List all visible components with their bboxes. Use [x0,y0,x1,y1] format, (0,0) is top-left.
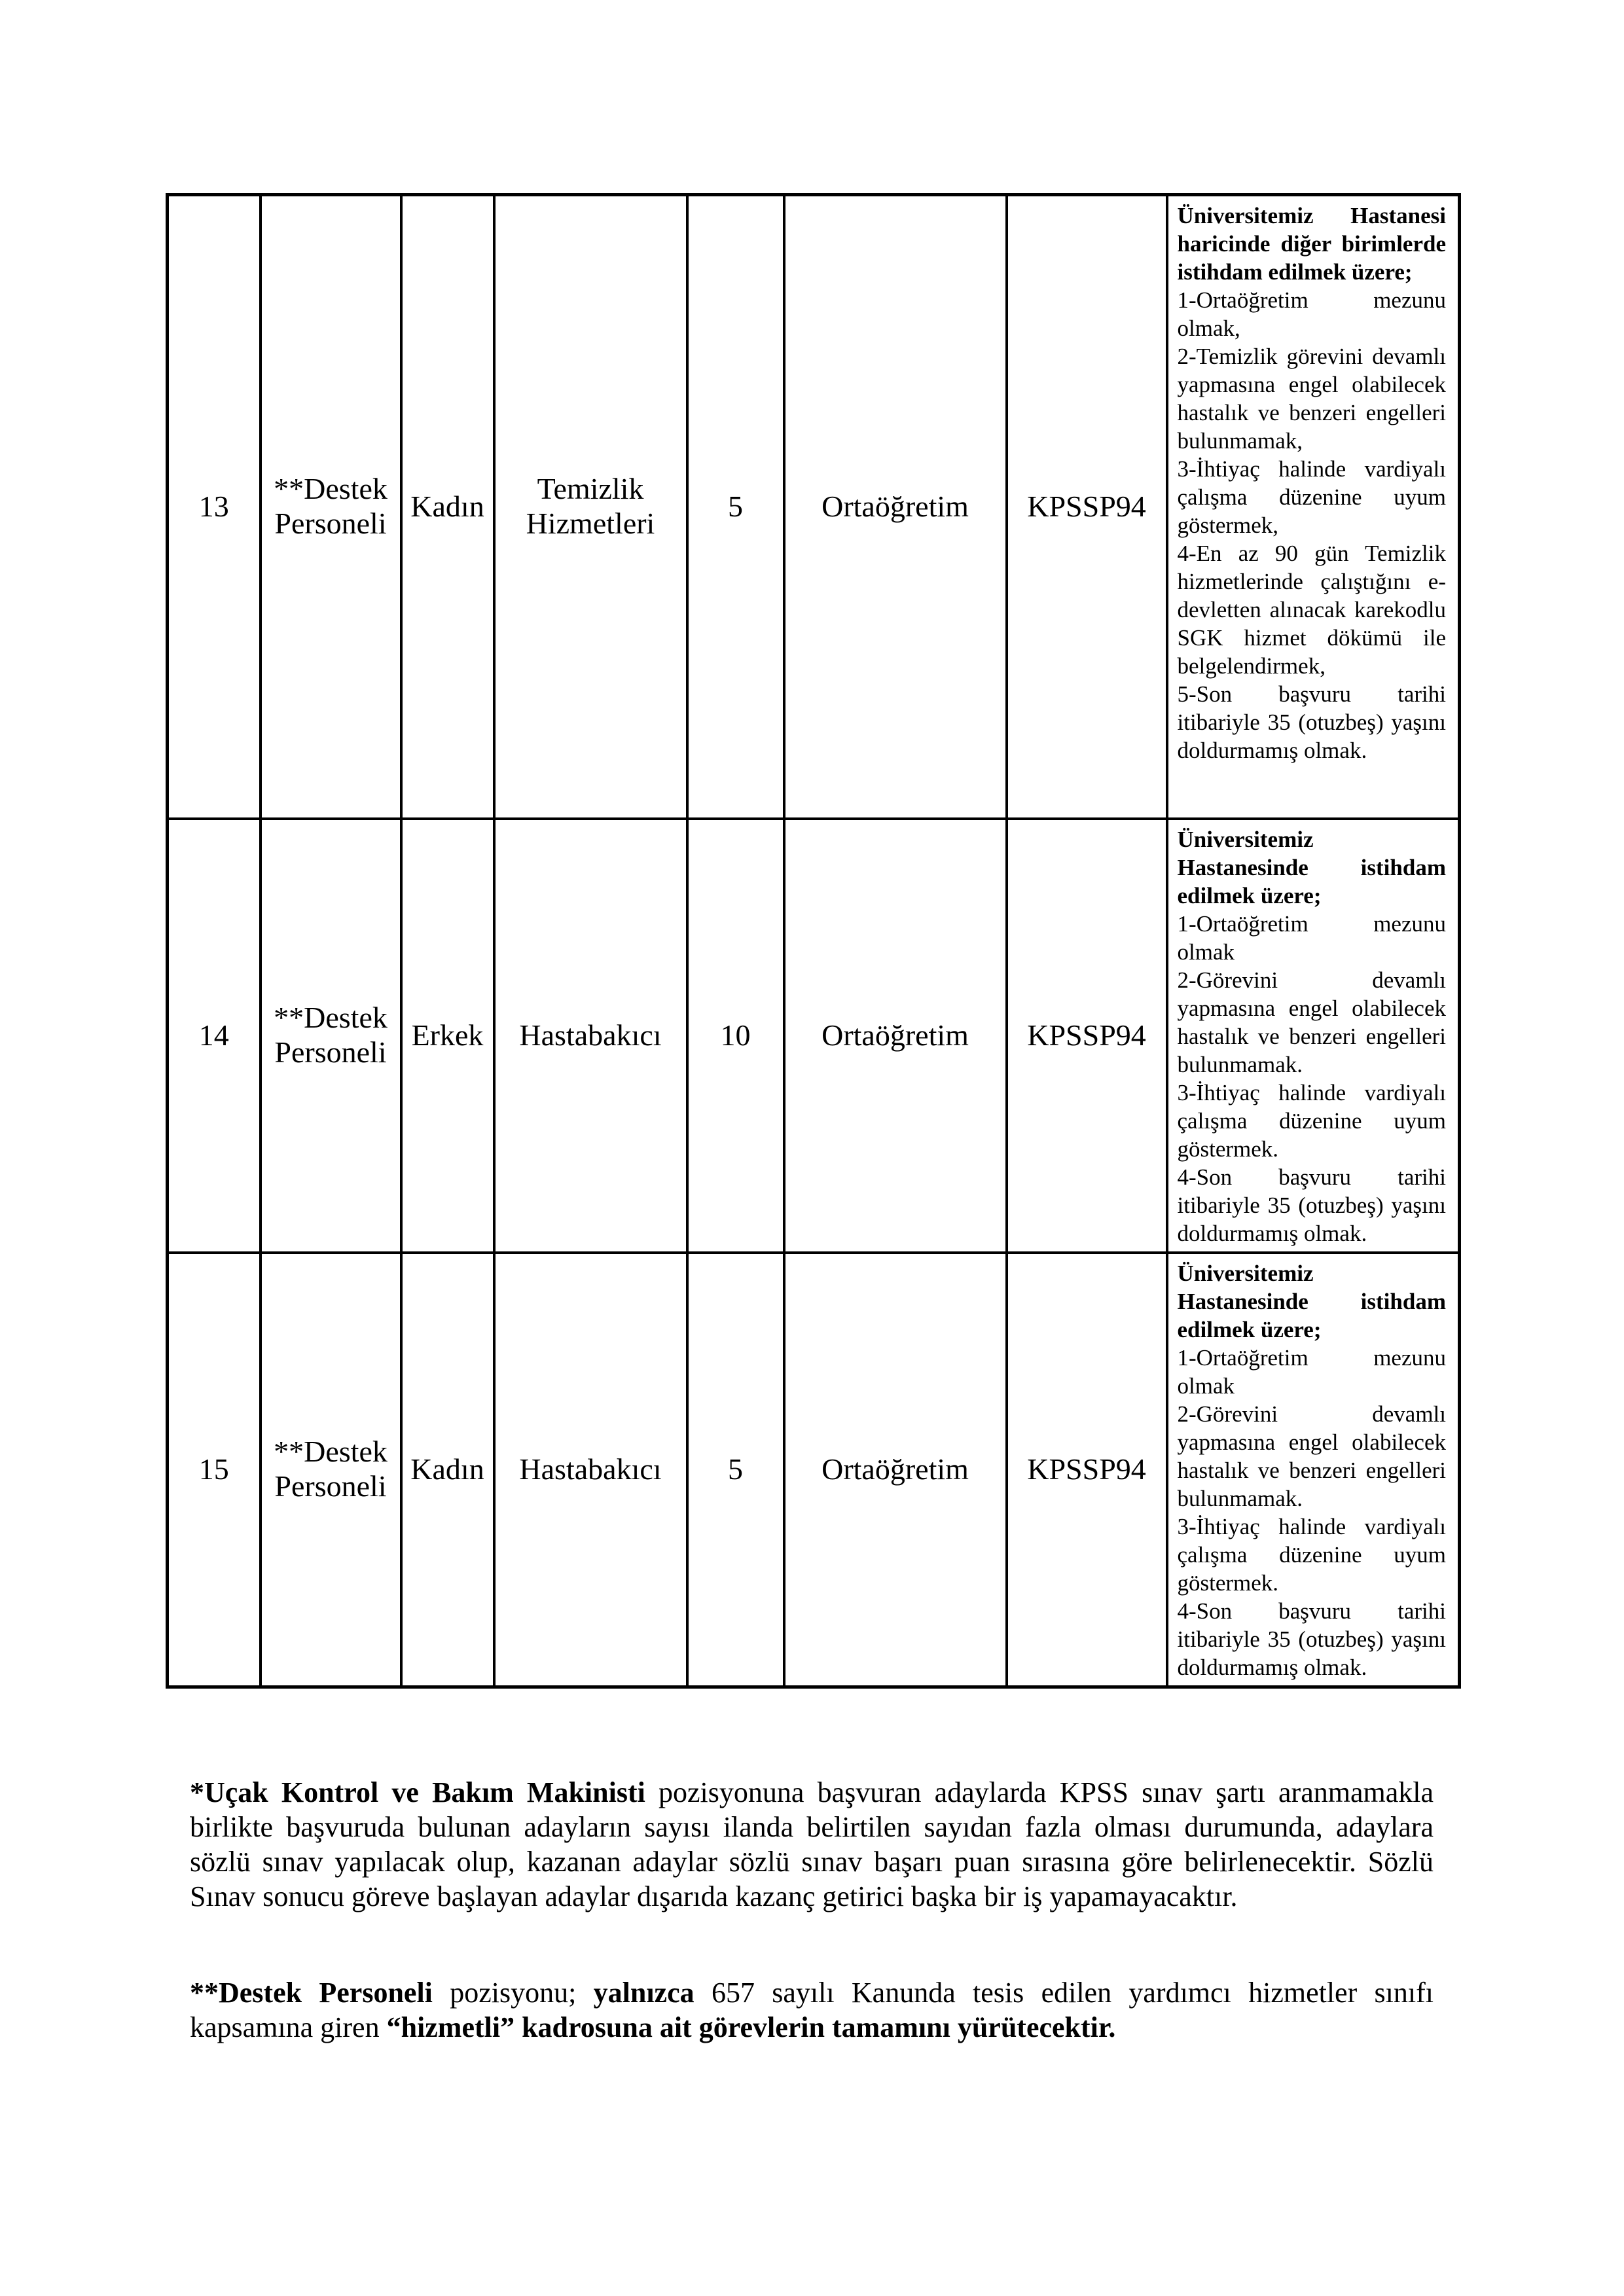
footnote-destek-personeli: **Destek Personeli pozisyonu; yalnızca 6… [190,1975,1434,2045]
cell-position: **Destek Personeli [259,193,403,820]
table-row: 13 **Destek Personeli Kadın Temizlik Hiz… [166,193,1461,820]
footnote-text-run: 657 sayılı Kanunda tesis edilen yardımcı… [190,1977,1434,2043]
requirement-item: 1-Ortaöğretim mezunu olmak, [1177,287,1447,341]
cell-gender: Kadın [399,1251,496,1688]
requirement-item: 1-Ortaöğretim mezunu olmak [1177,1344,1447,1399]
cell-row-number: 15 [166,1251,262,1688]
positions-table: 13 **Destek Personeli Kadın Temizlik Hiz… [166,193,1461,1689]
requirement-item: 2-Görevini devamlı yapmasına engel olabi… [1177,967,1447,1077]
cell-kpss-score-type: KPSSP94 [1005,1251,1168,1688]
cell-education: Ortaöğretim [782,1251,1008,1688]
table-row: 15 **Destek Personeli Kadın Hastabakıcı … [166,1251,1461,1688]
cell-education: Ortaöğretim [782,193,1008,820]
footnote-bold-run: “hizmetli” kadrosuna ait görevlerin tama… [386,2011,1116,2043]
cell-unit: Hastabakıcı [492,1251,689,1688]
cell-unit: Temizlik Hizmetleri [492,193,689,820]
cell-position: **Destek Personeli [259,817,403,1254]
footnote-bold-run: *Uçak Kontrol ve Bakım Makinisti [190,1776,645,1808]
requirement-item: 3-İhtiyaç halinde vardiyalı çalışma düze… [1177,1079,1447,1162]
cell-gender: Kadın [399,193,496,820]
footnote-text-run: pozisyonuna başvuran adaylarda KPSS sına… [190,1776,1434,1912]
cell-education: Ortaöğretim [782,817,1008,1254]
cell-requirements: Üniversitemiz Hastanesi haricinde diğer … [1165,193,1461,820]
cell-row-number: 13 [166,193,262,820]
footnote-text-run: pozisyonu; [432,1977,594,2009]
requirements-header: Üniversitemiz Hastanesinde istihdam edil… [1177,1260,1447,1342]
cell-position: **Destek Personeli [259,1251,403,1688]
footnote-bold-run: yalnızca [593,1977,695,2009]
cell-count: 10 [685,817,785,1254]
table-row: 14 **Destek Personeli Erkek Hastabakıcı … [166,817,1461,1254]
requirement-item: 3-İhtiyaç halinde vardiyalı çalışma düze… [1177,456,1447,538]
requirement-item: 4-Son başvuru tarihi itibariyle 35 (otuz… [1177,1598,1447,1680]
requirement-item: 4-Son başvuru tarihi itibariyle 35 (otuz… [1177,1164,1447,1246]
cell-kpss-score-type: KPSSP94 [1005,193,1168,820]
cell-unit: Hastabakıcı [492,817,689,1254]
cell-count: 5 [685,193,785,820]
requirements-header: Üniversitemiz Hastanesinde istihdam edil… [1177,826,1447,908]
footnote-ucak-kontrol: *Uçak Kontrol ve Bakım Makinisti pozisyo… [190,1775,1434,1914]
requirement-item: 5-Son başvuru tarihi itibariyle 35 (otuz… [1177,681,1447,763]
requirements-header: Üniversitemiz Hastanesi haricinde diğer … [1177,203,1447,285]
cell-requirements: Üniversitemiz Hastanesinde istihdam edil… [1165,1251,1461,1688]
cell-requirements: Üniversitemiz Hastanesinde istihdam edil… [1165,817,1461,1254]
requirement-item: 2-Temizlik görevini devamlı yapmasına en… [1177,344,1447,454]
footnote-bold-run: **Destek Personeli [190,1977,433,2009]
cell-gender: Erkek [399,817,496,1254]
requirement-item: 3-İhtiyaç halinde vardiyalı çalışma düze… [1177,1513,1447,1596]
requirement-item: 4-En az 90 gün Temizlik hizmetlerinde ça… [1177,541,1447,679]
cell-count: 5 [685,1251,785,1688]
cell-kpss-score-type: KPSSP94 [1005,817,1168,1254]
requirement-item: 1-Ortaöğretim mezunu olmak [1177,910,1447,965]
requirement-item: 2-Görevini devamlı yapmasına engel olabi… [1177,1401,1447,1511]
cell-row-number: 14 [166,817,262,1254]
